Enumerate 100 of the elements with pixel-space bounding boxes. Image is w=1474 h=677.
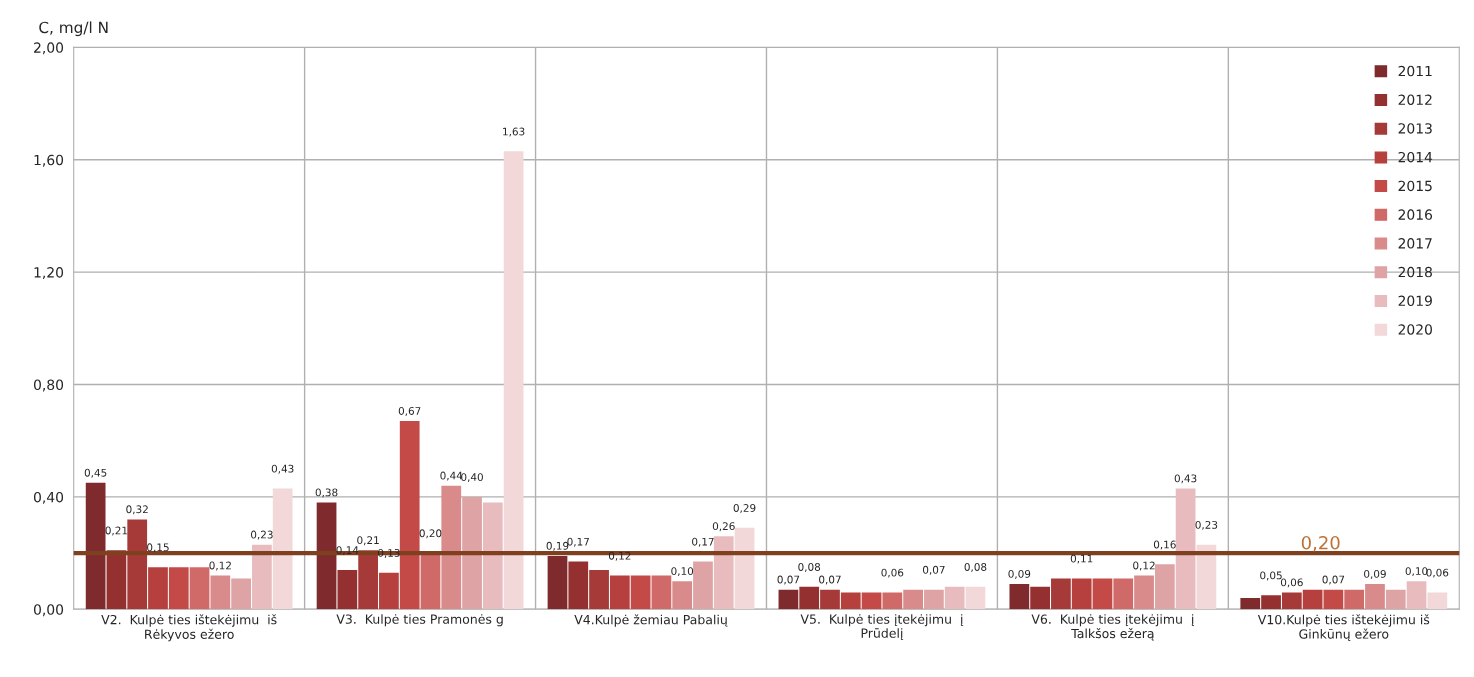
bar	[734, 527, 755, 610]
data-label: 0,20	[419, 529, 442, 539]
bar	[861, 592, 882, 610]
bar	[482, 502, 503, 610]
bar	[903, 589, 923, 610]
bar	[358, 550, 378, 610]
legend-label: 2012	[1398, 94, 1432, 105]
data-label: 0,29	[733, 504, 756, 513]
data-label: 0,38	[315, 488, 338, 498]
bar	[609, 575, 630, 610]
bar	[1175, 488, 1196, 610]
data-label: 0,67	[398, 407, 421, 416]
data-label: 1,63	[503, 127, 525, 137]
y-tick-label: 2,00	[34, 42, 64, 55]
bar	[272, 488, 293, 610]
data-label: 0,21	[105, 526, 128, 536]
data-label: 0,12	[209, 561, 231, 571]
bar	[924, 589, 944, 610]
data-label: 0,45	[84, 468, 107, 478]
legend-label: 2014	[1398, 151, 1433, 163]
data-label: 0,40	[461, 473, 483, 483]
bar	[379, 572, 399, 610]
data-label: 0,07	[819, 575, 841, 585]
bar	[1113, 578, 1134, 610]
y-tick-label: 0,80	[33, 379, 64, 392]
legend-label: 2018	[1398, 266, 1432, 278]
bar	[589, 569, 609, 610]
y-tick-label: 0,40	[33, 491, 64, 504]
data-label: 0,21	[357, 536, 379, 546]
legend-label: 2019	[1398, 295, 1432, 307]
bar	[1406, 581, 1427, 610]
bar	[1092, 578, 1113, 610]
bar	[547, 555, 568, 610]
data-label: 0,32	[126, 505, 148, 515]
bar	[1134, 575, 1154, 610]
data-label: 0,06	[881, 568, 904, 578]
y-tick-label: 1,20	[34, 267, 64, 280]
data-label: 0,06	[1280, 578, 1303, 588]
bar	[1261, 595, 1281, 610]
legend-label: 2016	[1398, 209, 1433, 220]
bar	[1365, 584, 1385, 610]
data-label: 0,06	[1426, 568, 1449, 578]
bar	[148, 567, 168, 610]
bar	[168, 567, 189, 610]
y-tick-label: 0,00	[33, 604, 64, 617]
bar	[1427, 592, 1448, 610]
bar	[210, 575, 231, 610]
bar	[316, 502, 337, 610]
bar	[1385, 589, 1406, 610]
x-tick-label: V10.Kulpė ties ištekėjimu iš Ginkūnų ežero	[1257, 614, 1430, 641]
bar	[1344, 589, 1365, 610]
data-label: 0,17	[692, 537, 714, 547]
data-label: 0,10	[1405, 567, 1428, 577]
data-label: 0,08	[798, 563, 821, 572]
bar	[630, 575, 651, 610]
data-label: 0,10	[671, 567, 694, 577]
y-tick-label: 1,60	[34, 154, 64, 167]
data-label: 0,23	[251, 530, 273, 540]
bar	[252, 544, 272, 610]
data-label: 0,12	[1133, 561, 1155, 571]
data-label: 0,08	[964, 563, 987, 572]
bar	[127, 519, 148, 610]
x-tick-label: V3. Kulpė ties Pramonės g	[336, 614, 503, 627]
bar	[568, 561, 589, 610]
data-label: 0,26	[712, 522, 735, 532]
bar	[840, 592, 861, 610]
bar	[1051, 578, 1071, 610]
legend-label: 2013	[1398, 123, 1432, 134]
data-label: 0,16	[1153, 540, 1176, 550]
bar	[820, 589, 840, 610]
bar	[944, 586, 965, 610]
bar	[189, 567, 210, 610]
data-label: 0,07	[777, 575, 800, 585]
bar	[882, 592, 903, 610]
data-label: 0,43	[271, 464, 294, 474]
data-label: 0,15	[147, 543, 169, 553]
x-tick-label: V2. Kulpė ties ištekėjimu iš Rėkyvos ežero	[101, 614, 277, 642]
ref-line-label: 0,20	[1301, 535, 1340, 552]
bar	[713, 536, 734, 610]
data-label: 0,44	[440, 471, 463, 481]
legend-label: 2020	[1398, 324, 1432, 335]
x-tick-label: V5. Kulpė ties įtekėjimu į Prūdelį	[800, 614, 964, 641]
bar	[651, 575, 672, 610]
bar	[1009, 584, 1030, 610]
bar	[85, 482, 106, 610]
bar	[1302, 589, 1323, 610]
data-label: 0,43	[1174, 474, 1197, 484]
bar	[106, 550, 127, 610]
x-tick-label: V4.Kulpė žemiau Pabalių	[574, 614, 728, 627]
legend-label: 2011	[1398, 65, 1432, 77]
bar	[672, 581, 693, 610]
bar	[503, 151, 524, 610]
x-tick-label: V6. Kulpė ties įtekėjimu į Talkšos ežerą	[1031, 614, 1195, 641]
bar	[399, 421, 420, 610]
bar	[1281, 592, 1302, 610]
bar	[1030, 586, 1050, 610]
bar	[441, 485, 462, 610]
data-label: 0,23	[1195, 520, 1218, 530]
bar	[778, 589, 799, 610]
data-label: 0,19	[546, 541, 569, 551]
